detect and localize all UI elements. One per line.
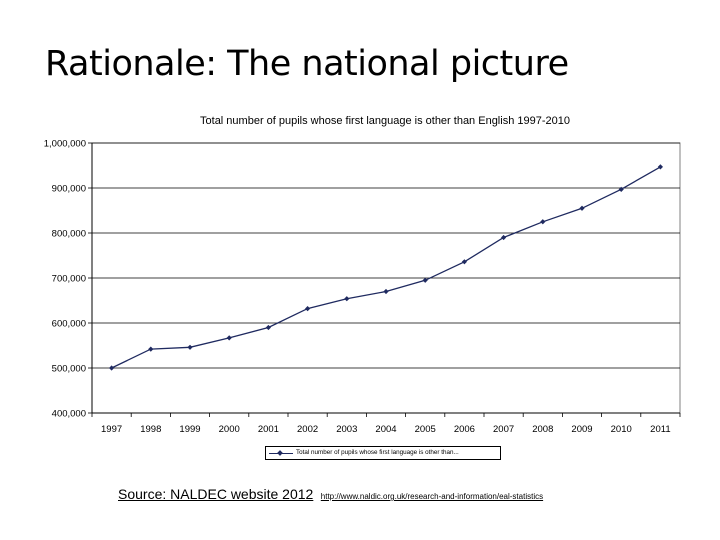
y-tick-label: 800,000 (52, 229, 86, 240)
chart-legend: Total number of pupils whose first langu… (265, 446, 501, 460)
data-point (383, 288, 389, 295)
data-point (540, 219, 546, 225)
y-tick-label: 1,000,000 (44, 139, 86, 150)
data-point (344, 296, 350, 302)
y-tick-label: 600,000 (52, 319, 86, 330)
x-tick-label: 2010 (611, 424, 632, 435)
data-point (618, 186, 624, 192)
data-point (148, 346, 154, 352)
x-tick-label: 2006 (454, 424, 475, 435)
data-point (657, 164, 663, 170)
x-tick-label: 2008 (532, 424, 553, 435)
x-tick-label: 1997 (101, 424, 122, 435)
y-tick-label: 700,000 (52, 274, 86, 285)
data-point (579, 205, 585, 211)
source-line: Source: NALDEC website 2012 http://www.n… (118, 486, 543, 504)
x-tick-label: 2001 (258, 424, 279, 435)
slide-title: Rationale: The national picture (45, 44, 569, 84)
x-tick-label: 2000 (219, 424, 240, 435)
x-tick-label: 1999 (179, 424, 200, 435)
y-tick-label: 500,000 (52, 364, 86, 375)
data-point (265, 324, 271, 331)
data-point (305, 306, 311, 312)
legend-label: Total number of pupils whose first langu… (296, 449, 459, 456)
legend-diamond-marker (277, 450, 283, 456)
source-text[interactable]: Source: NALDEC website 2012 (118, 486, 314, 502)
data-point (461, 259, 467, 265)
data-point (226, 335, 232, 341)
x-tick-label: 2002 (297, 424, 318, 435)
x-tick-label: 2011 (650, 424, 670, 435)
x-tick-label: 2009 (571, 424, 592, 435)
y-tick-label: 900,000 (52, 184, 86, 195)
source-url-link[interactable]: http://www.naldic.org.uk/research-and-in… (320, 492, 544, 501)
y-tick-label: 400,000 (52, 409, 86, 420)
x-tick-label: 2007 (493, 424, 514, 435)
x-tick-label: 1998 (140, 424, 161, 435)
data-point (187, 344, 193, 350)
data-point (109, 365, 115, 371)
chart-title: Total number of pupils whose first langu… (200, 115, 570, 127)
data-point (422, 277, 428, 283)
series-line (111, 166, 661, 369)
data-point (501, 234, 507, 241)
x-tick-label: 2005 (415, 424, 436, 435)
x-tick-label: 2003 (336, 424, 357, 435)
x-tick-label: 2004 (375, 424, 396, 435)
